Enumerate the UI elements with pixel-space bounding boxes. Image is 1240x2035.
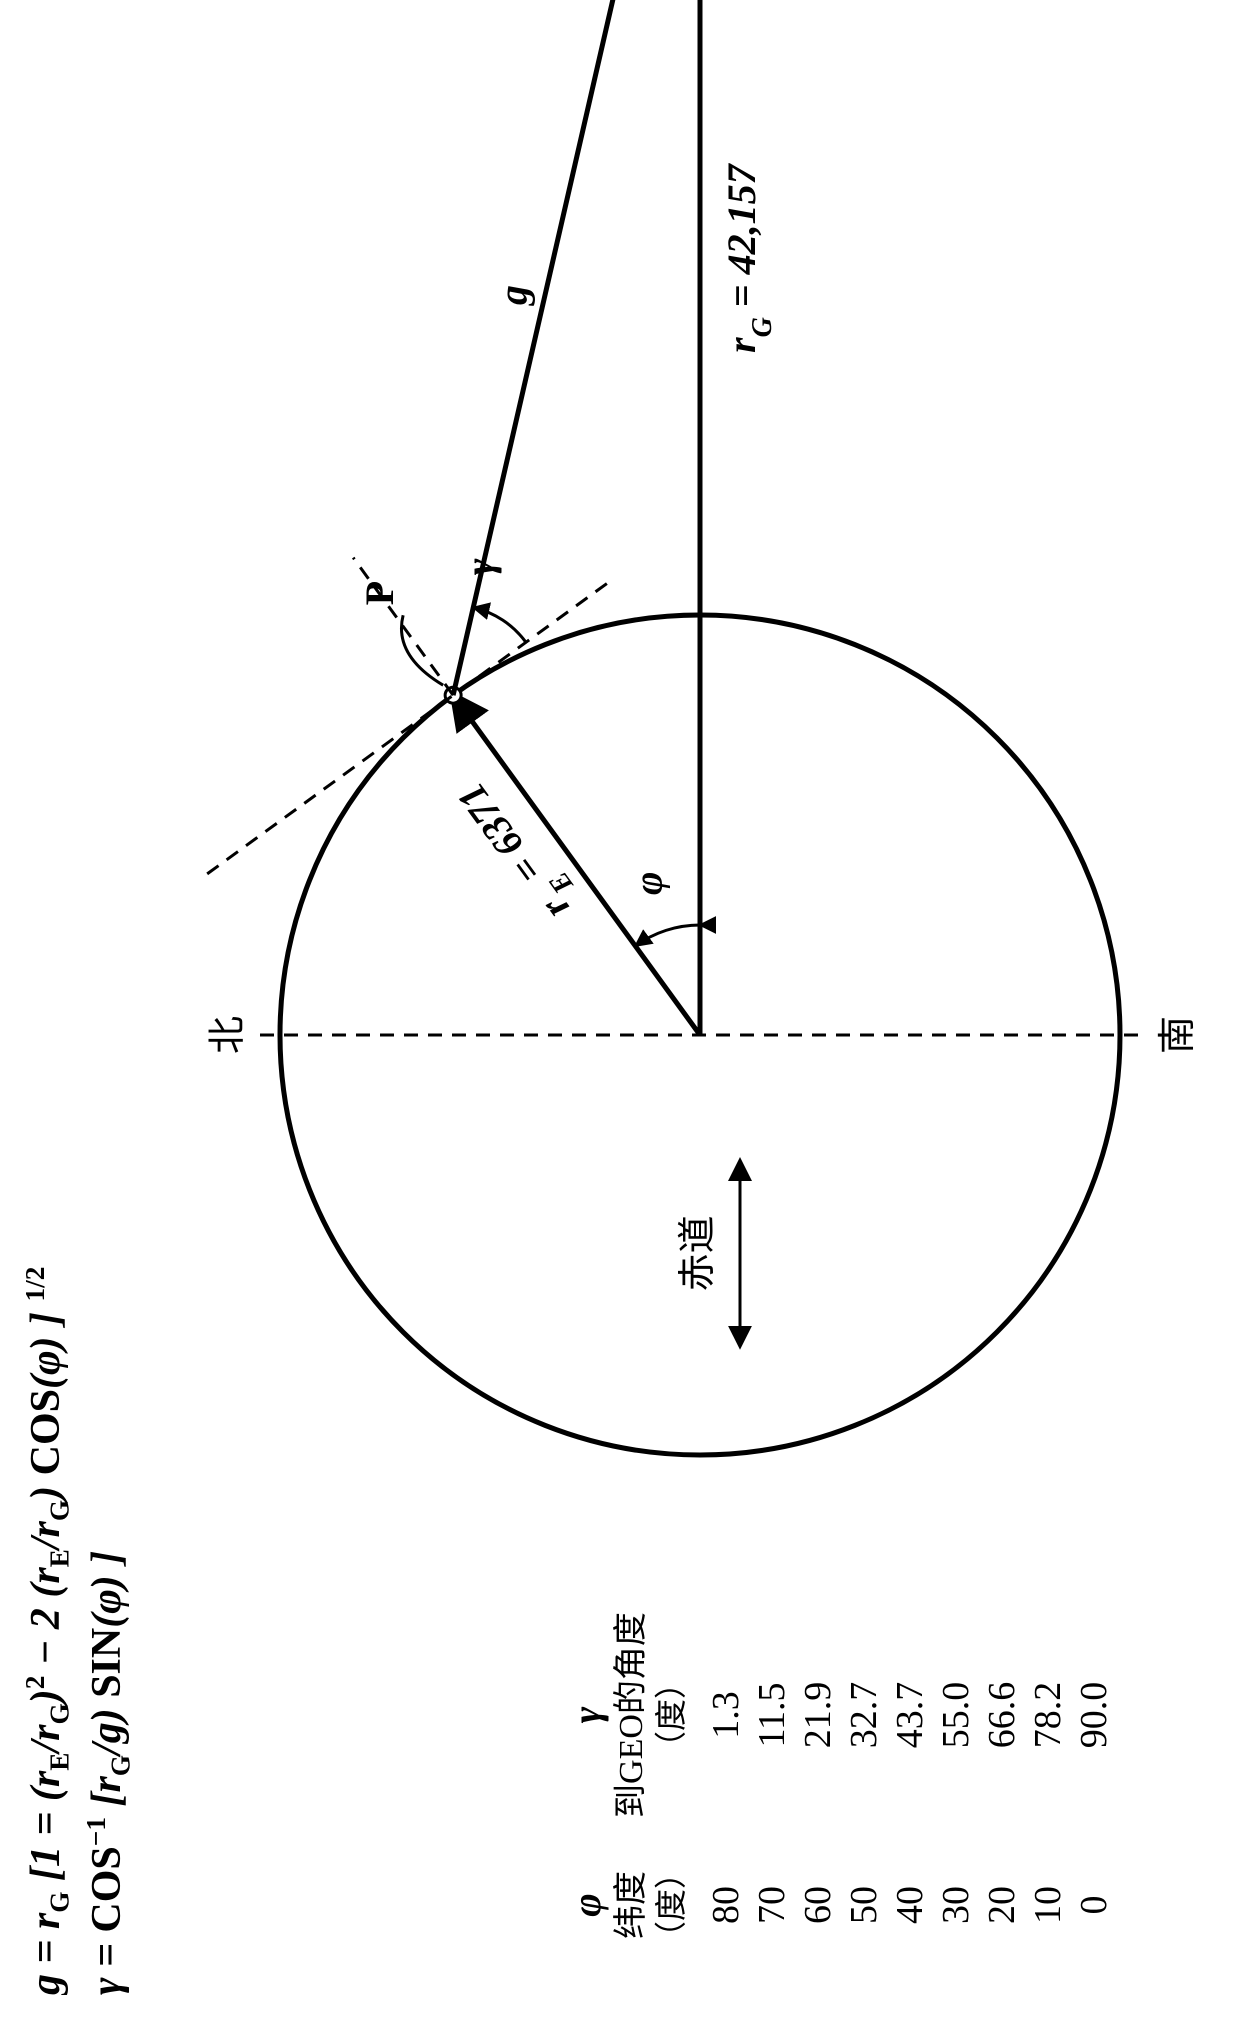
g-label: g bbox=[491, 285, 536, 306]
cell-phi: 80 bbox=[705, 1886, 747, 1924]
g-vector bbox=[453, 0, 630, 695]
cell-gamma: 32.7 bbox=[843, 1682, 885, 1749]
rG-label: rG = 42,157 bbox=[719, 162, 778, 353]
radius-ext bbox=[353, 558, 453, 696]
figure-canvas: g = rG [1 = (rE/rG)2 − 2 (rE/rG) COS(φ) … bbox=[0, 0, 1240, 2035]
cell-phi: 10 bbox=[1027, 1886, 1069, 1924]
rE-vector bbox=[453, 695, 700, 1035]
formula-g: g = rG [1 = (rE/rG)2 − 2 (rE/rG) COS(φ) … bbox=[20, 595, 75, 1995]
cell-gamma: 66.6 bbox=[981, 1682, 1023, 1749]
cell-phi: 20 bbox=[981, 1886, 1023, 1924]
north-label: 北 bbox=[207, 1016, 249, 1054]
cell-gamma: 11.5 bbox=[751, 1682, 793, 1747]
col1-unit: （度） bbox=[653, 1857, 689, 1953]
cell-gamma: 43.7 bbox=[889, 1682, 931, 1749]
col1-cn: 纬度 bbox=[612, 1871, 650, 1939]
phi-label: φ bbox=[626, 872, 671, 895]
col2-unit: （度） bbox=[653, 1667, 689, 1763]
col2-cn: 到GEO的角度 bbox=[612, 1612, 650, 1818]
cell-gamma: 90.0 bbox=[1073, 1682, 1115, 1749]
data-table: φγ纬度到GEO的角度（度）（度）801.37011.56021.95032.7… bbox=[564, 1612, 1115, 1953]
col2-sym: γ bbox=[564, 1706, 609, 1723]
cell-gamma: 78.2 bbox=[1027, 1682, 1069, 1749]
cell-gamma: 21.9 bbox=[797, 1682, 839, 1749]
cell-phi: 0 bbox=[1073, 1896, 1115, 1915]
col1-sym: φ bbox=[564, 1893, 609, 1916]
formula-block: g = rG [1 = (rE/rG)2 − 2 (rE/rG) COS(φ) … bbox=[20, 595, 180, 1995]
cell-gamma: 1.3 bbox=[705, 1691, 747, 1739]
south-label: 南 bbox=[1157, 1016, 1199, 1054]
tangent-line bbox=[207, 584, 607, 874]
cell-phi: 70 bbox=[751, 1886, 793, 1924]
gamma-arc bbox=[473, 607, 526, 642]
phi-arc bbox=[635, 925, 700, 946]
cell-phi: 30 bbox=[935, 1886, 977, 1924]
gamma-label: γ bbox=[457, 558, 502, 575]
cell-phi: 40 bbox=[889, 1886, 931, 1924]
cell-gamma: 55.0 bbox=[935, 1682, 977, 1749]
P-label: P bbox=[357, 581, 402, 605]
rE-label: rE = 6371 bbox=[448, 767, 588, 928]
geometry-diagram: 北南赤道φγPrE = 6371grG = 42,157GEO bbox=[207, 0, 1199, 1455]
cell-phi: 60 bbox=[797, 1886, 839, 1924]
formula-gamma: γ = COS−1 [rG/g) SIN(φ) ] bbox=[81, 595, 136, 1995]
equator-label: 赤道 bbox=[677, 1215, 719, 1291]
cell-phi: 50 bbox=[843, 1886, 885, 1924]
